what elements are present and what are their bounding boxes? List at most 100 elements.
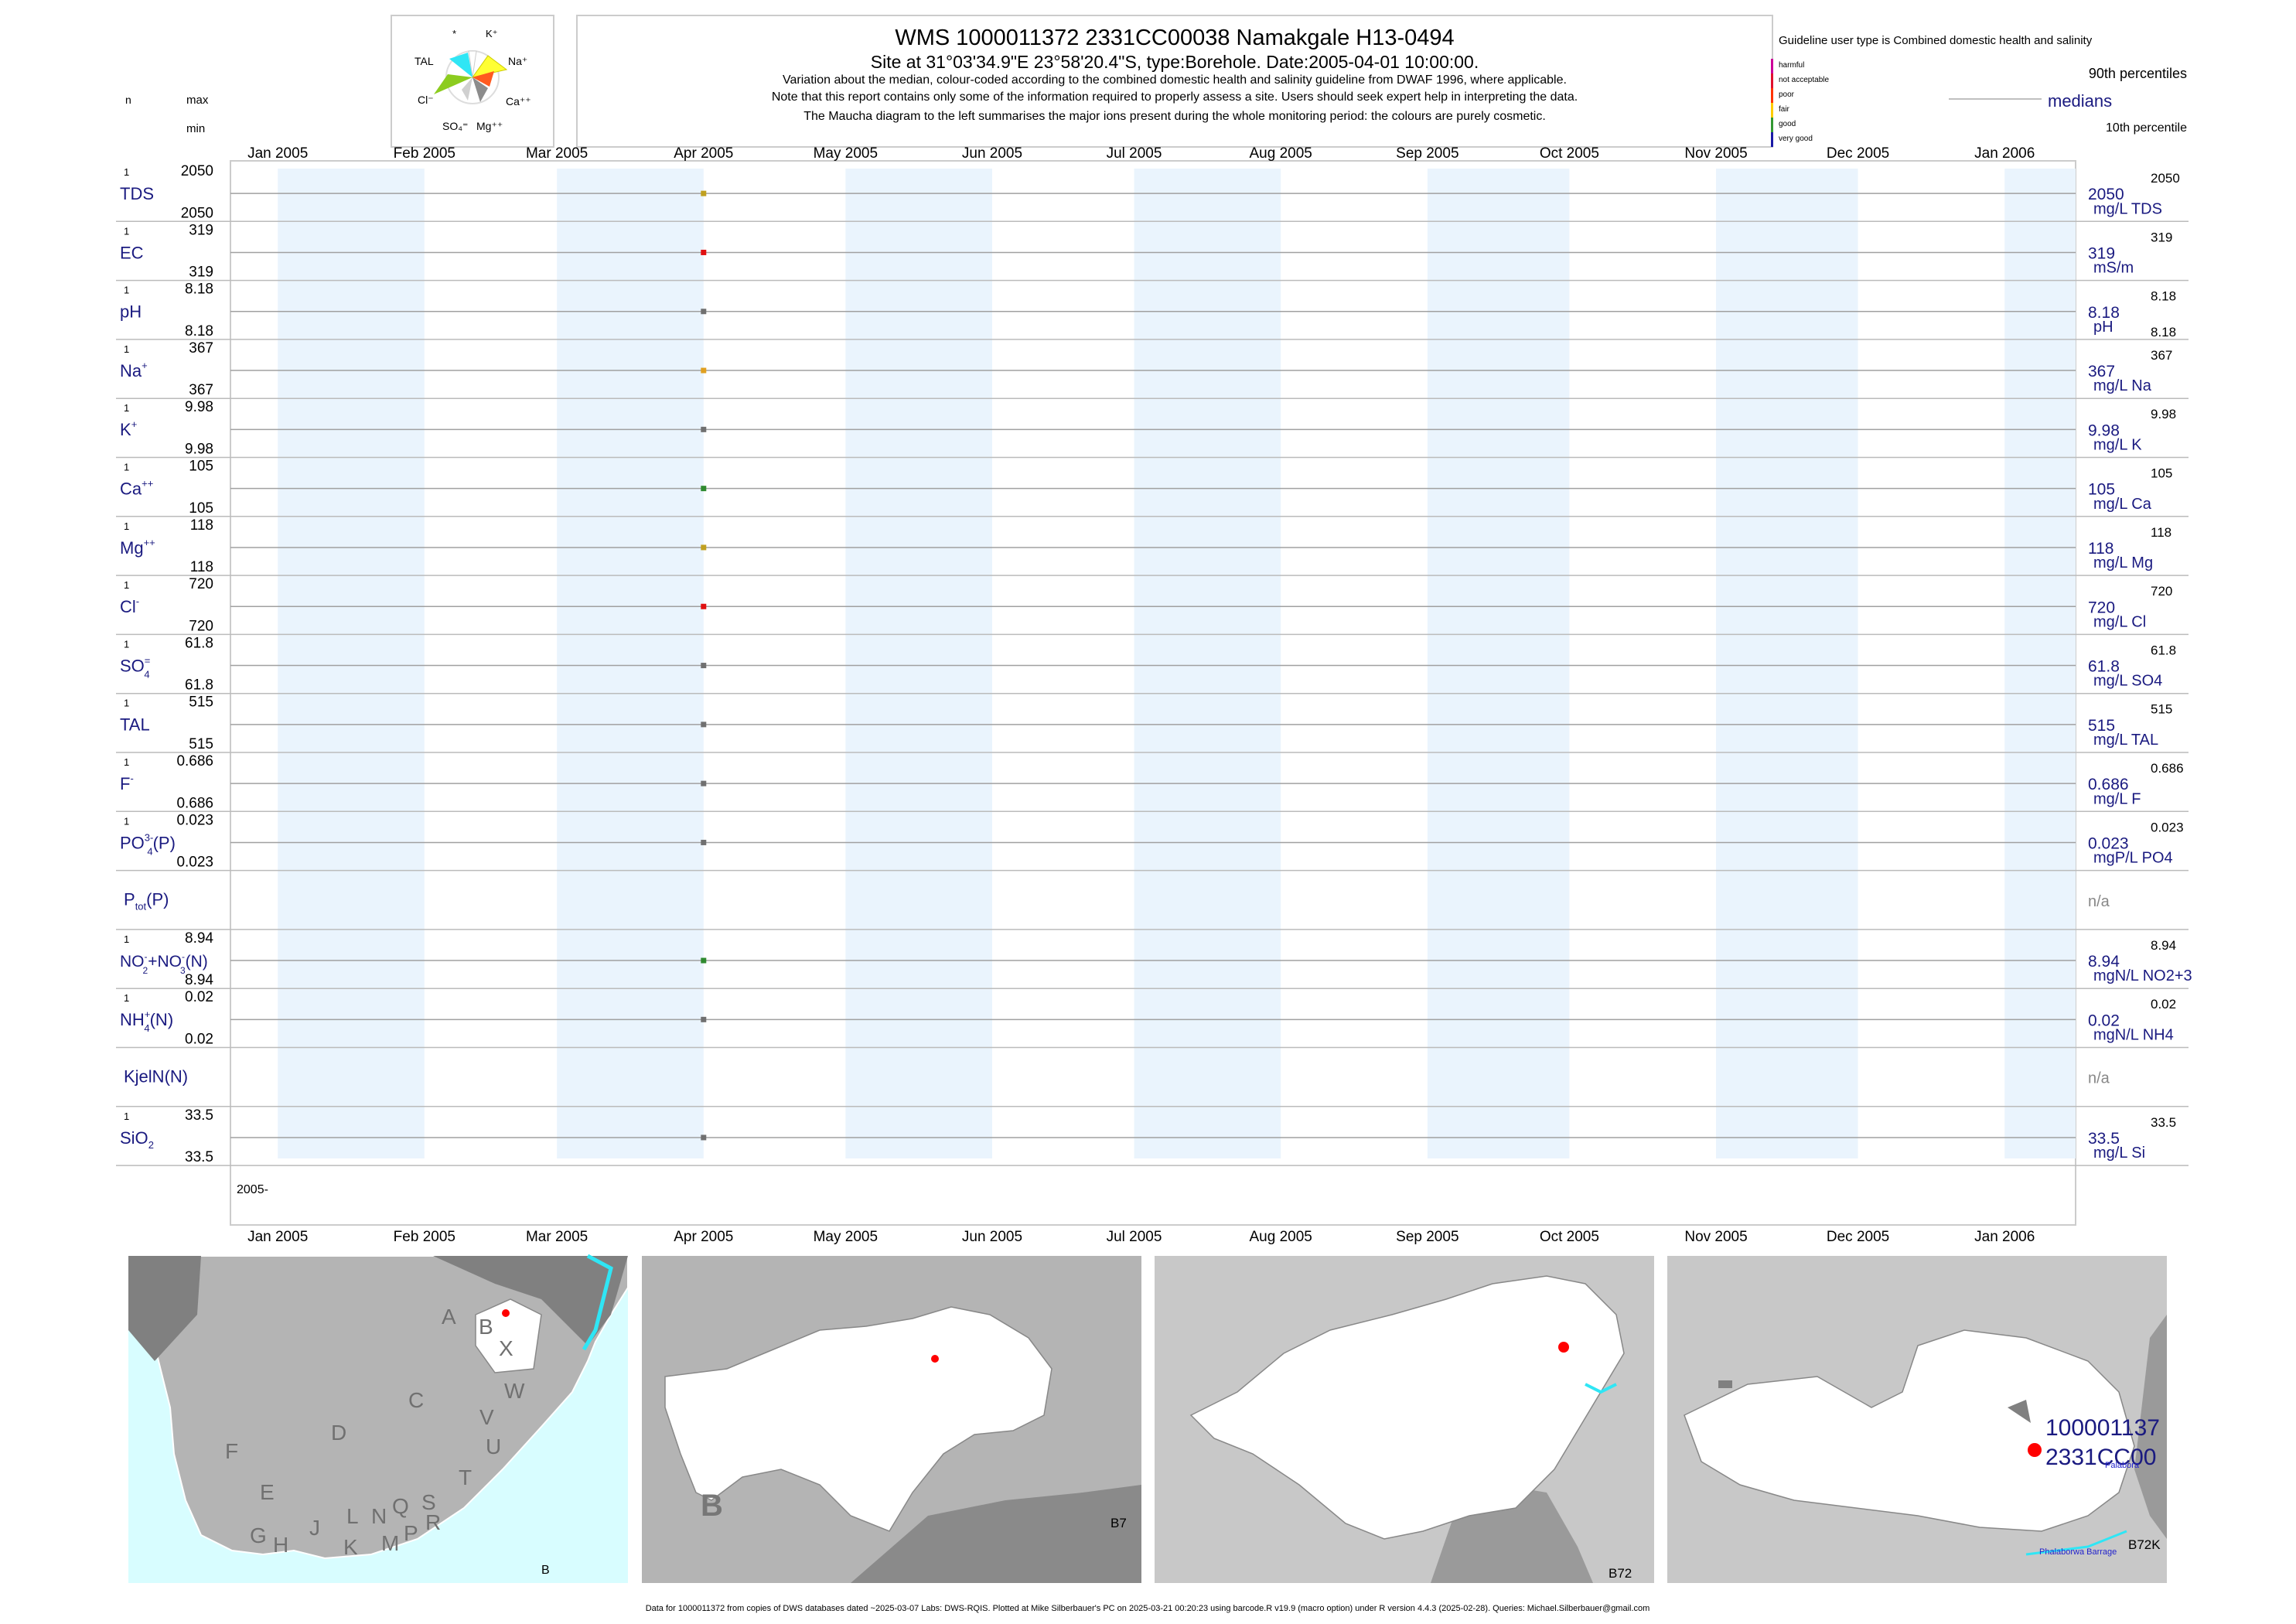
map4-place-2: Phalaborwa Barrage (2039, 1547, 2117, 1557)
legend-category-label: fair (1779, 105, 1790, 114)
data-point (701, 367, 707, 374)
unit-label: mg/L TAL (2093, 732, 2158, 749)
legend-p90: 90th percentiles (2089, 66, 2187, 81)
sample-count: 1 (124, 579, 129, 591)
map1-letter: J (309, 1516, 320, 1540)
map1-letter: X (499, 1336, 513, 1360)
n-header: n (125, 94, 131, 106)
month-band (1134, 169, 1281, 1158)
month-band (845, 169, 992, 1158)
median-value: 2050 (2088, 186, 2124, 203)
data-point (701, 1134, 707, 1141)
maucha-label-star: * (452, 28, 456, 39)
median-value: 515 (2088, 717, 2115, 735)
parameter-name: NH+ 4(N) (120, 1008, 173, 1034)
map4-site-marker (2028, 1443, 2042, 1457)
top-tick-label: Oct 2005 (1540, 145, 1599, 162)
legend-categories: harmful not acceptable poor fair good very go… (1771, 59, 1829, 147)
legend-category-label: not acceptable (1779, 76, 1829, 84)
parameter-name: Mg++ (120, 537, 155, 558)
map1-letter: K (343, 1535, 358, 1559)
max-value: 0.02 (185, 989, 213, 1005)
map1-letter: N (371, 1504, 387, 1528)
map2-big-label: B (701, 1489, 723, 1523)
min-value: 33.5 (185, 1149, 213, 1165)
map-region-b7: B72 (1155, 1256, 1654, 1583)
map1-letter: C (408, 1388, 424, 1412)
p90-value: 118 (2151, 525, 2171, 540)
map1-letters: A BX C W D VUT FE L N Q S G HJK M P R (225, 1305, 525, 1559)
parameter-name: Ptot(P) (124, 890, 169, 913)
month-band (278, 169, 425, 1158)
min-value: 8.18 (185, 323, 213, 339)
note-line-1: Variation about the median, colour-coded… (783, 73, 1567, 87)
data-point (701, 839, 707, 845)
map1-letter: H (273, 1533, 288, 1557)
median-value: 61.8 (2088, 658, 2120, 676)
legend-swatch (1771, 132, 1773, 147)
maucha-label-mg: Mg⁺⁺ (476, 120, 503, 132)
median-value: 319 (2088, 244, 2115, 262)
median-value: 0.02 (2088, 1012, 2120, 1029)
unit-label: mg/L Cl (2093, 613, 2146, 630)
p90-value: 8.18 (2151, 289, 2176, 304)
bottom-tick-label: Dec 2005 (1827, 1229, 1889, 1245)
median-value: 367 (2088, 363, 2115, 380)
footer-credits: Data for 1000011372 from copies of DWS d… (646, 1604, 1650, 1613)
map1-letter: V (479, 1405, 494, 1429)
legend-category-label: very good (1779, 135, 1813, 143)
map4-site-label-2: 2331CC00 (2045, 1445, 2156, 1470)
data-point (701, 309, 707, 315)
min-value: 9.98 (185, 442, 213, 458)
p90-value: 0.686 (2151, 761, 2184, 776)
top-tick-label: Sep 2005 (1396, 145, 1458, 162)
p90-value: 367 (2151, 348, 2172, 363)
unit-label: mg/L K (2093, 437, 2142, 454)
map4-river (2025, 1530, 2127, 1556)
min-value: 0.686 (176, 795, 213, 811)
min-value: 118 (190, 559, 213, 575)
parameter-name: F- (120, 773, 134, 793)
top-tick-label: Jul 2005 (1107, 145, 1162, 162)
map4-place-1: Palabora (2105, 1461, 2140, 1470)
maucha-label-tal: TAL (415, 55, 434, 67)
min-value: 319 (189, 264, 213, 281)
median-value: 0.023 (2088, 834, 2129, 852)
p10-value: 8.18 (2151, 325, 2176, 339)
map3-site-marker (1558, 1342, 1569, 1353)
legend-category-label: good (1779, 120, 1796, 128)
max-value: 367 (189, 340, 213, 357)
parameter-name: KjelN(N) (124, 1067, 188, 1087)
unit-label: mg/L Mg (2093, 554, 2153, 571)
parameter-name: SiO2 (120, 1128, 154, 1151)
map1-letter: E (260, 1480, 275, 1504)
sample-count: 1 (124, 520, 129, 532)
data-point (701, 957, 707, 964)
maucha-label-k: K⁺ (486, 28, 498, 39)
note-line-2: Note that this report contains only some… (772, 90, 1578, 104)
p90-value: 720 (2151, 584, 2172, 599)
max-header: max (186, 94, 209, 107)
max-value: 720 (189, 576, 213, 592)
legend-medians: medians (2048, 91, 2112, 111)
median-value: 105 (2088, 481, 2115, 499)
map1-letter: R (425, 1510, 441, 1534)
map4-dam-west (1718, 1380, 1732, 1388)
top-tick-label: Aug 2005 (1250, 145, 1312, 162)
median-value: n/a (2088, 1070, 2110, 1087)
maucha-ca (473, 71, 494, 87)
min-value: 0.02 (185, 1032, 213, 1048)
parameter-name: SO= 4 (120, 654, 150, 680)
bottom-axis: Jan 2005 Feb 2005 Mar 2005 Apr 2005 May 2005… (247, 1229, 2035, 1245)
map-region-b72: 100001137 2331CC00 Palabora Phalaborwa B… (1667, 1256, 2167, 1583)
parameter-name: Ca++ (120, 478, 153, 499)
top-tick-label: Mar 2005 (526, 145, 588, 162)
bottom-tick-label: Mar 2005 (526, 1229, 588, 1245)
